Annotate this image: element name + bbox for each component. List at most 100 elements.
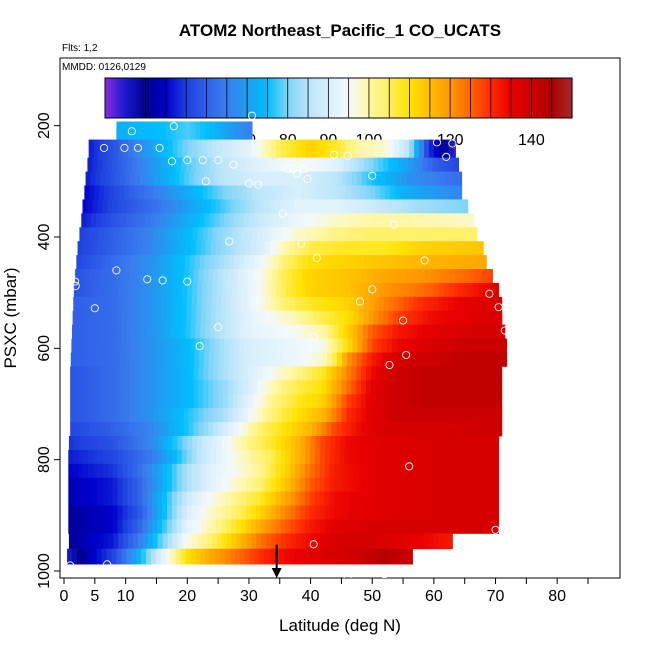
heatmap-cell	[233, 352, 239, 367]
heatmap-cell	[144, 408, 150, 423]
heatmap-cell	[131, 324, 137, 339]
heatmap-layer	[68, 463, 500, 479]
heatmap-cell	[339, 463, 345, 479]
heatmap-cell	[86, 548, 93, 565]
heatmap-cell	[317, 255, 324, 270]
heatmap-cell	[319, 477, 326, 493]
heatmap-cell	[104, 366, 111, 381]
heatmap-cell	[237, 185, 243, 200]
heatmap-cell	[379, 282, 386, 298]
heatmap-cell	[407, 548, 413, 565]
colorbar-swatch	[531, 78, 535, 118]
heatmap-cell	[80, 269, 86, 284]
heatmap-cell	[274, 157, 281, 172]
heatmap-cell	[262, 408, 268, 423]
colorbar-swatch	[326, 78, 329, 118]
heatmap-cell	[129, 380, 135, 395]
heatmap-cell	[244, 324, 251, 339]
heatmap-cell	[484, 269, 490, 284]
heatmap-cell	[336, 366, 342, 381]
colorbar-swatch	[425, 78, 429, 118]
heatmap-cell	[88, 282, 95, 298]
heatmap-cell	[205, 324, 211, 339]
colorbar-swatch	[113, 78, 116, 118]
heatmap-cell	[107, 491, 114, 506]
heatmap-layer	[68, 533, 453, 550]
heatmap-cell	[117, 310, 123, 326]
colorbar-swatch	[492, 78, 496, 118]
heatmap-cell	[223, 422, 229, 437]
heatmap-cell	[139, 380, 145, 395]
heatmap-cell	[431, 213, 437, 228]
heatmap-cell	[390, 269, 397, 284]
heatmap-cell	[80, 394, 86, 409]
heatmap-cell	[485, 352, 491, 367]
heatmap-cell	[310, 282, 317, 298]
heatmap-cell	[354, 533, 361, 550]
heatmap-cell	[87, 157, 93, 172]
heatmap-cell	[414, 282, 420, 298]
heatmap-cell	[376, 352, 382, 367]
heatmap-cell	[178, 422, 185, 437]
heatmap-cell	[366, 394, 372, 409]
heatmap-cell	[425, 171, 432, 186]
colorbar-swatch	[423, 78, 427, 118]
heatmap-cell	[99, 408, 106, 423]
heatmap-cell	[240, 296, 247, 312]
heatmap-cell	[455, 352, 461, 367]
heatmap-cell	[492, 296, 498, 312]
heatmap-cell	[489, 422, 495, 437]
heatmap-cell	[203, 408, 209, 423]
heatmap-cell	[235, 310, 241, 326]
flights-note: Flts: 1,2	[62, 43, 98, 54]
heatmap-cell	[359, 282, 366, 298]
heatmap-cell	[263, 352, 269, 367]
heatmap-cell	[490, 338, 497, 353]
heatmap-cell	[467, 296, 474, 312]
heatmap-cell	[447, 199, 453, 214]
heatmap-cell	[361, 352, 368, 367]
heatmap-cell	[386, 352, 392, 367]
heatmap-cell	[232, 422, 239, 437]
heatmap-cell	[123, 227, 130, 242]
heatmap-cell	[109, 269, 116, 284]
heatmap-cell	[398, 296, 405, 312]
heatmap-cell	[392, 548, 399, 565]
heatmap-cell	[385, 394, 392, 409]
heatmap-cell	[334, 241, 340, 256]
heatmap-cell	[119, 394, 125, 409]
heatmap-cell	[235, 463, 242, 479]
heatmap-cell	[289, 310, 296, 326]
heatmap-layer	[88, 139, 456, 159]
heatmap-cell	[355, 185, 362, 200]
heatmap-cell	[430, 366, 436, 381]
heatmap-cell	[181, 505, 188, 520]
heatmap-cell	[122, 491, 128, 506]
sample-point	[402, 350, 411, 360]
heatmap-cell	[377, 548, 384, 565]
heatmap-cell	[412, 199, 419, 214]
heatmap-cell	[91, 255, 97, 270]
heatmap-cell	[229, 338, 235, 353]
heatmap-cell	[171, 491, 178, 506]
heatmap-cell	[250, 463, 257, 479]
heatmap-cell	[88, 139, 95, 159]
heatmap-cell	[324, 491, 331, 506]
heatmap-cell	[422, 241, 429, 256]
heatmap-cell	[492, 505, 498, 520]
heatmap-cell	[391, 213, 398, 228]
heatmap-cell	[194, 338, 201, 353]
heatmap-cell	[137, 491, 143, 506]
sample-point	[389, 220, 398, 229]
heatmap-cell	[89, 422, 96, 437]
heatmap-cell	[154, 422, 160, 437]
heatmap-cell	[433, 282, 440, 298]
colorbar-swatch	[247, 78, 250, 118]
heatmap-cell	[472, 241, 478, 256]
heatmap-cell	[408, 296, 415, 312]
heatmap-cell	[379, 477, 385, 493]
heatmap-cell	[244, 255, 250, 270]
heatmap-cell	[396, 213, 403, 228]
heatmap-cell	[452, 157, 458, 172]
heatmap-cell	[235, 241, 241, 256]
